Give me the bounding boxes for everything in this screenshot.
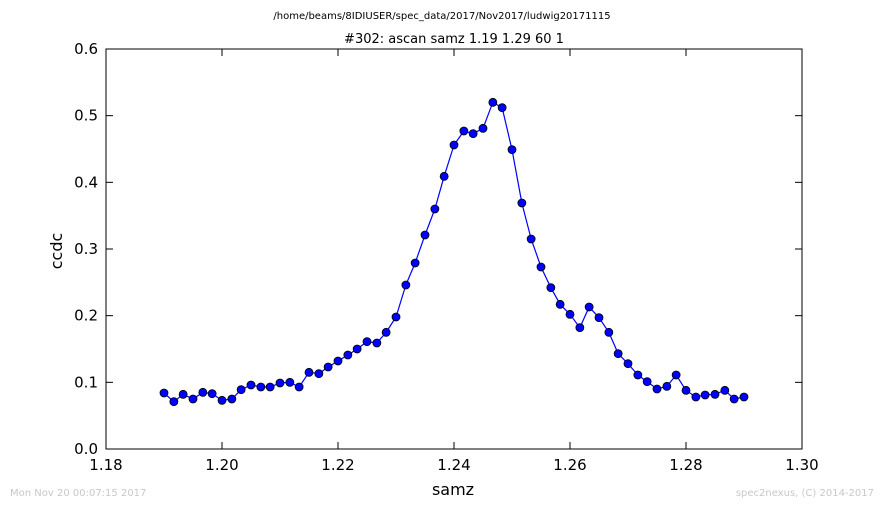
data-point — [497, 103, 507, 113]
data-point — [536, 262, 546, 272]
data-point — [275, 378, 285, 388]
data-point — [459, 126, 469, 136]
data-point — [372, 338, 382, 348]
y-tick-label: 0.3 — [74, 240, 98, 258]
file-path-title: /home/beams/8IDIUSER/spec_data/2017/Nov2… — [273, 11, 610, 22]
data-point — [517, 198, 527, 208]
y-tick-label: 0.2 — [74, 307, 98, 325]
x-tick-label: 1.18 — [89, 456, 122, 474]
data-point — [691, 392, 701, 402]
data-point — [700, 390, 710, 400]
x-tick-label: 1.30 — [785, 456, 818, 474]
data-point — [217, 395, 227, 405]
data-point — [178, 389, 188, 399]
data-point — [236, 385, 246, 395]
data-point — [420, 230, 430, 240]
data-point — [671, 370, 681, 380]
x-tick-label: 1.26 — [553, 456, 586, 474]
y-tick-label: 0.1 — [74, 373, 98, 391]
data-point — [604, 327, 614, 337]
data-point — [362, 337, 372, 347]
data-point — [449, 140, 459, 150]
data-point — [323, 362, 333, 372]
data-point — [575, 323, 585, 333]
data-point — [314, 369, 324, 379]
data-point — [507, 145, 517, 155]
data-point — [662, 381, 672, 391]
data-point — [652, 384, 662, 394]
data-point — [401, 280, 411, 290]
data-point — [265, 382, 275, 392]
data-point — [285, 377, 295, 387]
data-point — [439, 171, 449, 181]
y-tick-label: 0.4 — [74, 173, 98, 191]
data-point — [729, 394, 739, 404]
x-tick-label: 1.22 — [321, 456, 354, 474]
axes: 1.18 1.20 1.22 1.24 1.26 1.28 1.30 0.0 0.1 0.2 0.3… — [74, 40, 819, 474]
data-point — [410, 258, 420, 268]
data-point — [720, 385, 730, 395]
data-point — [188, 394, 198, 404]
copyright-footer: spec2nexus, (C) 2014-2017 — [735, 488, 874, 499]
y-tick-label: 0.0 — [74, 440, 98, 458]
data-point — [594, 313, 604, 323]
data-point — [246, 380, 256, 390]
data-point — [681, 385, 691, 395]
y-tick-label: 0.6 — [74, 40, 98, 58]
chart-title: #302: ascan samz 1.19 1.29 60 1 — [344, 32, 564, 47]
data-point — [468, 129, 478, 139]
data-point — [623, 359, 633, 369]
data-point — [710, 389, 720, 399]
data-point — [207, 389, 217, 399]
data-point — [381, 327, 391, 337]
data-point — [633, 370, 643, 380]
data-point — [294, 382, 304, 392]
data-point — [488, 97, 498, 107]
data-point — [584, 302, 594, 312]
data-point — [613, 349, 623, 359]
data-point — [739, 392, 749, 402]
data-point — [333, 356, 343, 366]
data-point — [159, 388, 169, 398]
data-point — [198, 387, 208, 397]
plot-frame — [105, 48, 803, 450]
data-point — [256, 382, 266, 392]
x-tick-label: 1.20 — [205, 456, 238, 474]
data-point — [642, 377, 652, 387]
data-point — [526, 234, 536, 244]
y-axis-label: ccdc — [47, 233, 66, 270]
data-point — [304, 367, 314, 377]
plot-area — [159, 97, 749, 407]
x-axis-label: samz — [432, 480, 474, 499]
data-point — [430, 204, 440, 214]
data-point — [546, 283, 556, 293]
data-point — [565, 309, 575, 319]
data-point — [478, 123, 488, 133]
data-point — [391, 312, 401, 322]
timestamp-footer: Mon Nov 20 00:07:15 2017 — [10, 488, 147, 499]
data-point — [555, 299, 565, 309]
data-point — [227, 394, 237, 404]
x-tick-label: 1.24 — [437, 456, 470, 474]
data-point — [169, 397, 179, 407]
x-tick-label: 1.28 — [669, 456, 702, 474]
data-point — [343, 350, 353, 360]
data-point — [352, 344, 362, 354]
y-tick-label: 0.5 — [74, 107, 98, 125]
